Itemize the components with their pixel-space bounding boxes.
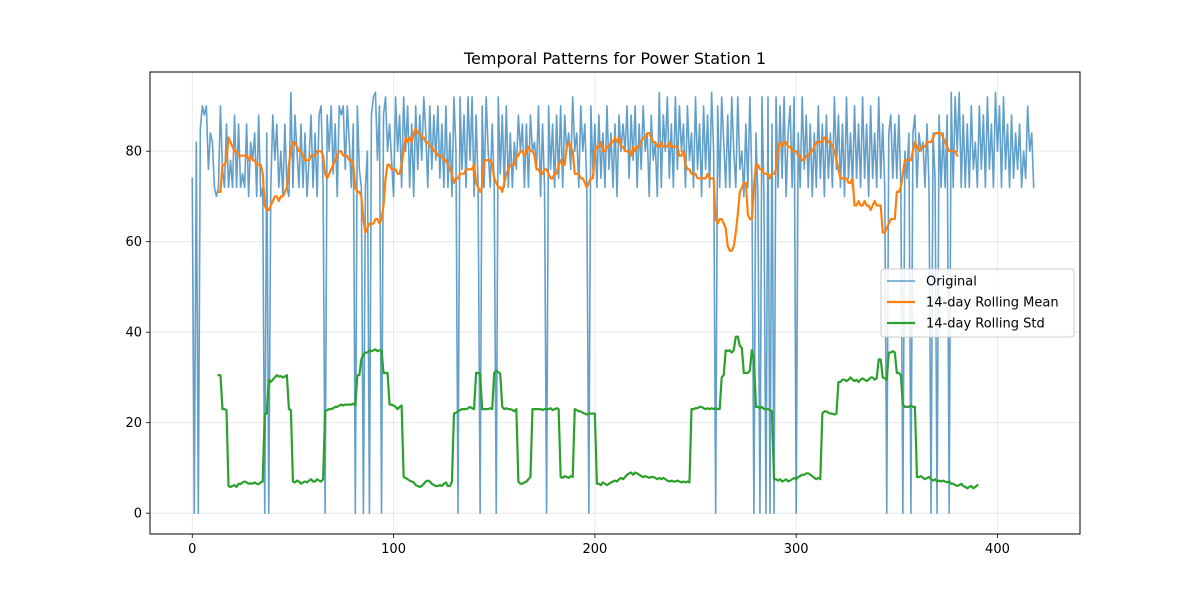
x-tick-label-3: 300 bbox=[784, 542, 809, 557]
plot-frame bbox=[149, 71, 1081, 535]
plot-series bbox=[191, 91, 1035, 514]
y-tick-label-3: 60 bbox=[125, 235, 142, 250]
series-line-original bbox=[191, 91, 1035, 514]
x-tick-label-1: 100 bbox=[381, 542, 406, 557]
legend-box bbox=[880, 268, 1075, 338]
y-tick-label-1: 20 bbox=[125, 416, 142, 431]
axis-ticks: 0 100 200 300 400 0 20 40 60 80 bbox=[125, 145, 1009, 557]
x-tick-label-0: 0 bbox=[188, 542, 196, 557]
legend-label-0: Original bbox=[926, 275, 977, 290]
x-tick-label-2: 200 bbox=[582, 542, 607, 557]
y-tick-label-4: 80 bbox=[125, 145, 142, 160]
x-tick-label-4: 400 bbox=[985, 542, 1010, 557]
y-tick-label-0: 0 bbox=[134, 507, 142, 522]
chart-title: Temporal Patterns for Power Station 1 bbox=[463, 49, 766, 68]
series-line-14-day-rolling-mean bbox=[217, 127, 959, 252]
series-line-14-day-rolling-std bbox=[217, 335, 979, 490]
legend-label-1: 14-day Rolling Mean bbox=[926, 296, 1059, 311]
legend: Original 14-day Rolling Mean 14-day Rollin… bbox=[880, 268, 1075, 338]
y-tick-label-2: 40 bbox=[125, 326, 142, 341]
legend-label-2: 14-day Rolling Std bbox=[926, 317, 1045, 332]
